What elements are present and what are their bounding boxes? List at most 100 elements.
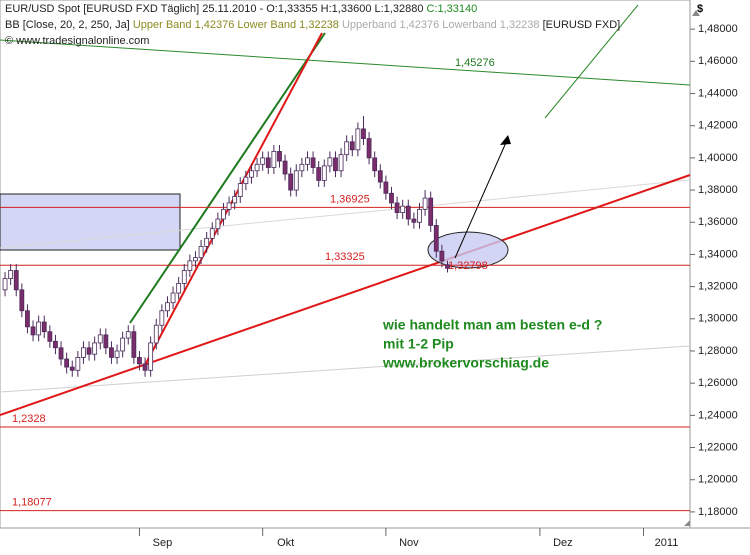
candle-body <box>176 282 182 294</box>
candle-body <box>394 202 400 213</box>
x-tick-label: Nov <box>399 537 419 549</box>
y-tick-label: 1,18000 <box>698 506 738 518</box>
header-close: C:1,33140 <box>427 3 478 15</box>
candle-body <box>114 350 120 358</box>
candle-body <box>338 154 344 172</box>
candle-body <box>293 170 299 191</box>
header-bands-alt: Upperband 1,42376 Lowerband 1,32238 <box>342 19 540 31</box>
candle-body <box>187 260 193 271</box>
candle-body <box>327 157 333 167</box>
candle-body <box>260 157 266 165</box>
candle-body <box>165 302 170 312</box>
plot-area <box>0 0 691 529</box>
candle-body <box>282 160 288 175</box>
candle-body <box>361 128 366 139</box>
candle-body <box>316 167 322 181</box>
header-source: © www.tradesignalonline.com <box>5 35 149 47</box>
candle-body <box>417 208 422 223</box>
candle-body <box>411 218 417 223</box>
y-tick-label: 1,42000 <box>698 120 738 132</box>
candle-body <box>428 197 434 226</box>
candle-body <box>30 326 36 336</box>
header-instrument: EUR/USD Spot [EURUSD FXD Täglich] 25.11.… <box>5 3 423 15</box>
candle-body <box>19 289 25 312</box>
candle-body <box>377 170 383 183</box>
x-tick-label: 2011 <box>655 537 679 549</box>
candle-body <box>13 270 19 291</box>
candle-body <box>2 278 8 291</box>
candle-body <box>422 197 428 210</box>
candle-body <box>215 218 221 230</box>
candle-body <box>69 366 75 371</box>
point-label: 1,32798 <box>448 260 488 272</box>
candle-body <box>433 225 439 252</box>
candle-body <box>277 151 282 162</box>
candle-body <box>75 357 81 371</box>
candle-body <box>97 334 103 344</box>
y-tick-label: 1,20000 <box>698 474 738 486</box>
candle-body <box>103 334 109 349</box>
y-tick-label: 1,46000 <box>698 55 738 67</box>
candle-body <box>142 363 148 371</box>
level-label: 1,18077 <box>12 497 52 509</box>
candle-body <box>36 321 42 336</box>
candle-body <box>237 183 243 197</box>
y-tick-label: 1,38000 <box>698 184 738 196</box>
candle-body <box>109 347 114 358</box>
candle-body <box>159 310 165 326</box>
candle-body <box>153 324 159 344</box>
candle-body <box>64 358 70 368</box>
candle-body <box>193 257 198 262</box>
drawings <box>0 4 691 416</box>
candle-body <box>181 270 187 284</box>
level-label: 1,2328 <box>12 413 46 425</box>
candle-body <box>310 157 316 168</box>
candle-body <box>120 337 126 352</box>
header-line: EUR/USD Spot [EURUSD FXD Täglich] 25.11.… <box>5 3 477 15</box>
candle-body <box>445 264 450 269</box>
y-tick-label: 1,48000 <box>698 23 738 35</box>
x-tick-label: Dez <box>553 537 573 549</box>
trend-line <box>0 174 691 416</box>
candle-body <box>254 163 260 172</box>
candle-body <box>439 250 445 262</box>
candle-body <box>288 173 294 191</box>
trend-label: 1,45276 <box>455 57 495 69</box>
candle-body <box>170 292 176 304</box>
marks: 1,36925 1,33325 1,2328 1,18077 <box>0 116 690 512</box>
candle-body <box>333 157 338 172</box>
y-tick-label: 1,36000 <box>698 216 738 228</box>
note: www.brokervorschiag.de <box>382 355 549 371</box>
candle-body <box>232 196 238 204</box>
candle-body <box>25 310 30 328</box>
trend-line <box>0 39 691 86</box>
candle-body <box>271 151 277 168</box>
scroll-arrow <box>692 10 700 16</box>
level-label: 1,33325 <box>325 251 365 263</box>
candle-body <box>8 270 14 279</box>
candle-body <box>125 331 131 339</box>
candle-body <box>366 138 372 159</box>
header-line: BB [Close, 20, 2, 250, Ja] Upper Band 1,… <box>5 19 620 31</box>
y-tick-label: 1,26000 <box>698 377 738 389</box>
y-tick-label: 1,40000 <box>698 152 738 164</box>
candle-body <box>47 331 53 342</box>
candle-body <box>81 347 86 358</box>
candle-body <box>344 141 350 156</box>
y-tick-label: 1,24000 <box>698 409 738 421</box>
candle-body <box>86 347 92 355</box>
y-tick-label: 1,34000 <box>698 248 738 260</box>
note: wie handelt man am besten e-d ? <box>382 317 602 333</box>
candle-body <box>198 245 204 259</box>
y-tick-label: 1,28000 <box>698 345 738 357</box>
candle-body <box>209 228 215 239</box>
note: mit 1-2 Pip <box>383 336 454 352</box>
candle-body <box>349 141 355 151</box>
x-tick-label: Okt <box>277 537 294 549</box>
level-label: 1,36925 <box>330 193 370 205</box>
resize-grip <box>684 520 690 526</box>
arrow <box>454 137 509 259</box>
candle-body <box>405 205 411 220</box>
candle-body <box>148 342 154 371</box>
